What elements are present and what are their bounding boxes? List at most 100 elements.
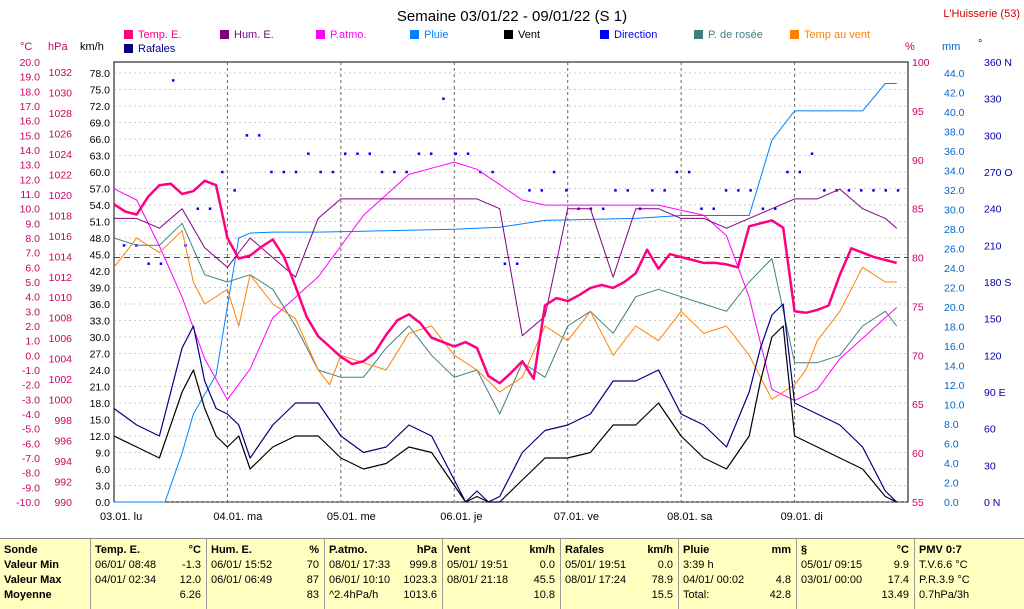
direction-dot (294, 170, 298, 174)
x-tick-label: 09.01. di (781, 511, 823, 523)
rain-tick-label: 0.0 (944, 497, 959, 509)
row-label-max: Valeur Max (4, 574, 62, 586)
legend-label: Temp au vent (804, 29, 870, 41)
temp-tick-label: 14.0 (20, 145, 41, 157)
pressure-tick-label: 1016 (49, 231, 73, 243)
temp-tick-label: -1.0 (22, 365, 40, 377)
humidity-tick-label: 65 (912, 399, 924, 411)
pluie-max-time: 04/01/ 00:02 (683, 574, 745, 586)
temp-tick-label: 5.0 (25, 277, 40, 289)
temp-tick-label: 20.0 (20, 57, 41, 69)
legend-item-0: Temp. E. (124, 29, 181, 41)
humidity-tick-label: 80 (912, 253, 924, 265)
rain-tick-label: 42.0 (944, 88, 965, 100)
pressure-tick-label: 1028 (49, 108, 73, 120)
legend-item-6: P. de rosée (694, 29, 763, 41)
sect-max-val: 17.4 (887, 574, 909, 586)
stats-labels-column: Sonde Valeur Min Valeur Max Moyenne (0, 539, 90, 609)
direction-dot (515, 262, 519, 265)
direction-dot (343, 152, 347, 155)
rafales-min-time: 05/01/ 19:51 (565, 559, 627, 571)
sect-mean: 13.49 (881, 589, 909, 601)
unit-rain: mm (942, 41, 960, 53)
humidity-tick-label: 55 (912, 497, 924, 509)
direction-dot (773, 207, 777, 210)
vent-min-val: 0.0 (539, 559, 555, 571)
direction-dot (540, 189, 544, 192)
temp-tick-label: -4.0 (22, 409, 40, 421)
temp-unit: °C (188, 544, 201, 556)
patmo-title: P.atmo. (329, 544, 368, 556)
rain-tick-label: 14.0 (944, 361, 965, 373)
direction-dot (737, 189, 740, 192)
row-label-sonde: Sonde (4, 544, 38, 556)
wind-tick-label: 78.0 (90, 68, 111, 80)
x-tick-label: 05.01. me (327, 511, 376, 523)
series-line-vent (113, 325, 897, 503)
stats-vent: Vent km/h 05/01/ 19:51 0.0 08/01/ 21:18 … (442, 539, 561, 609)
direction-dot (565, 189, 568, 192)
unit-wind: km/h (80, 41, 104, 53)
wind-tick-label: 45.0 (90, 250, 111, 262)
temp-tick-label: 10.0 (20, 204, 41, 216)
direction-dot (847, 189, 851, 192)
wind-tick-label: 72.0 (90, 101, 111, 113)
direction-dot (147, 262, 150, 265)
rafales-max-val: 78.9 (651, 574, 673, 586)
temp-tick-label: 2.0 (25, 321, 40, 333)
legend-item-2: P.atmo. (316, 29, 367, 41)
direction-dot (393, 170, 396, 174)
wind-tick-label: 6.0 (95, 464, 110, 476)
pressure-tick-label: 1008 (49, 313, 73, 325)
rain-tick-label: 38.0 (944, 127, 965, 139)
pluie-duration: 3:39 h (683, 559, 714, 571)
legend-label: P. de rosée (708, 29, 763, 41)
pressure-tick-label: 990 (54, 497, 72, 509)
direction-dot (786, 170, 789, 174)
legend-swatch (316, 30, 325, 39)
direction-dot (552, 170, 556, 174)
direction-dot (331, 170, 335, 174)
unit-pressure: hPa (48, 41, 68, 53)
rain-tick-label: 2.0 (944, 478, 959, 490)
rain-tick-label: 4.0 (944, 458, 959, 470)
x-tick-label: 04.01. ma (213, 511, 263, 523)
sect-title: § (801, 544, 808, 556)
x-tick-label: 08.01. sa (667, 511, 713, 523)
direction-tick-label: 210 (984, 240, 1002, 252)
legend-label: Hum. E. (234, 29, 274, 41)
direction-dot (405, 170, 408, 174)
wind-tick-label: 21.0 (90, 382, 111, 394)
wind-tick-label: 60.0 (90, 167, 111, 179)
direction-dot (270, 170, 273, 174)
rafales-min-val: 0.0 (657, 559, 673, 571)
direction-dot (884, 189, 888, 192)
direction-dot (761, 207, 765, 210)
legend-item-4: Vent (504, 29, 540, 41)
rafales-max-time: 08/01/ 17:24 (565, 574, 627, 586)
temp-mean: 6.26 (179, 589, 201, 601)
hum-mean: 83 (306, 589, 319, 601)
pressure-tick-label: 1032 (49, 67, 73, 79)
hum-max-time: 06/01/ 06:49 (211, 574, 273, 586)
wind-tick-label: 63.0 (90, 151, 111, 163)
rafales-unit: km/h (647, 544, 673, 556)
sect-min-time: 05/01/ 09:15 (801, 559, 863, 571)
series-line-p-atmo- (113, 161, 898, 402)
pmv-tv: T.V.6.6 °C (919, 559, 968, 571)
direction-dot (626, 189, 630, 192)
direction-dot (651, 189, 654, 192)
humidity-tick-label: 85 (912, 204, 924, 216)
wind-tick-label: 18.0 (90, 398, 111, 410)
direction-dot (810, 152, 814, 155)
patmo-trend: ^2.4hPa/h (329, 589, 379, 601)
direction-dot (171, 79, 175, 82)
vent-min-time: 05/01/ 19:51 (447, 559, 509, 571)
pressure-tick-label: 1004 (49, 354, 73, 366)
unit-temp: °C (20, 41, 32, 53)
legend-label: Pluie (424, 29, 448, 41)
rain-tick-label: 32.0 (944, 185, 965, 197)
stats-patmo: P.atmo. hPa 08/01/ 17:33 999.8 06/01/ 10… (324, 539, 443, 609)
pluie-max-val: 4.8 (775, 574, 791, 586)
row-label-mean: Moyenne (4, 589, 52, 601)
